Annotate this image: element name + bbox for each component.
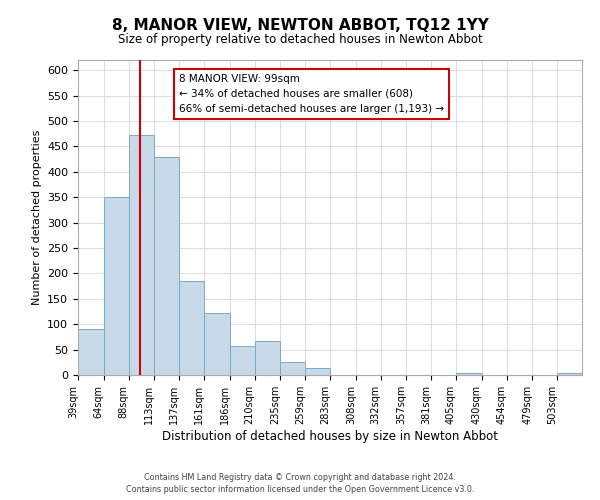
Text: Size of property relative to detached houses in Newton Abbot: Size of property relative to detached ho… [118,32,482,46]
Bar [305,368,330,375]
X-axis label: Distribution of detached houses by size in Newton Abbot: Distribution of detached houses by size … [162,430,498,442]
Bar [204,313,230,375]
Bar [254,341,280,375]
Y-axis label: Number of detached properties: Number of detached properties [32,130,41,305]
Text: Contains HM Land Registry data © Crown copyright and database right 2024.
Contai: Contains HM Land Registry data © Crown c… [126,472,474,494]
Bar [557,374,582,375]
Bar [280,362,305,375]
Bar [154,156,179,375]
Bar [230,346,254,375]
Text: 8 MANOR VIEW: 99sqm
← 34% of detached houses are smaller (608)
66% of semi-detac: 8 MANOR VIEW: 99sqm ← 34% of detached ho… [179,74,444,114]
Text: 8, MANOR VIEW, NEWTON ABBOT, TQ12 1YY: 8, MANOR VIEW, NEWTON ABBOT, TQ12 1YY [112,18,488,32]
Bar [78,330,104,375]
Bar [456,374,482,375]
Bar [104,197,128,375]
Bar [179,281,204,375]
Bar [128,134,154,375]
